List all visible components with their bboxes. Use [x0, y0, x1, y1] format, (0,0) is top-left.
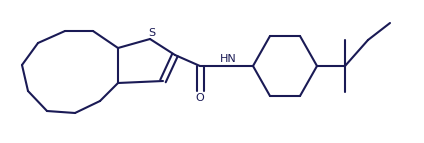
Text: HN: HN [220, 54, 236, 64]
Text: S: S [148, 28, 156, 38]
Text: O: O [195, 93, 204, 103]
